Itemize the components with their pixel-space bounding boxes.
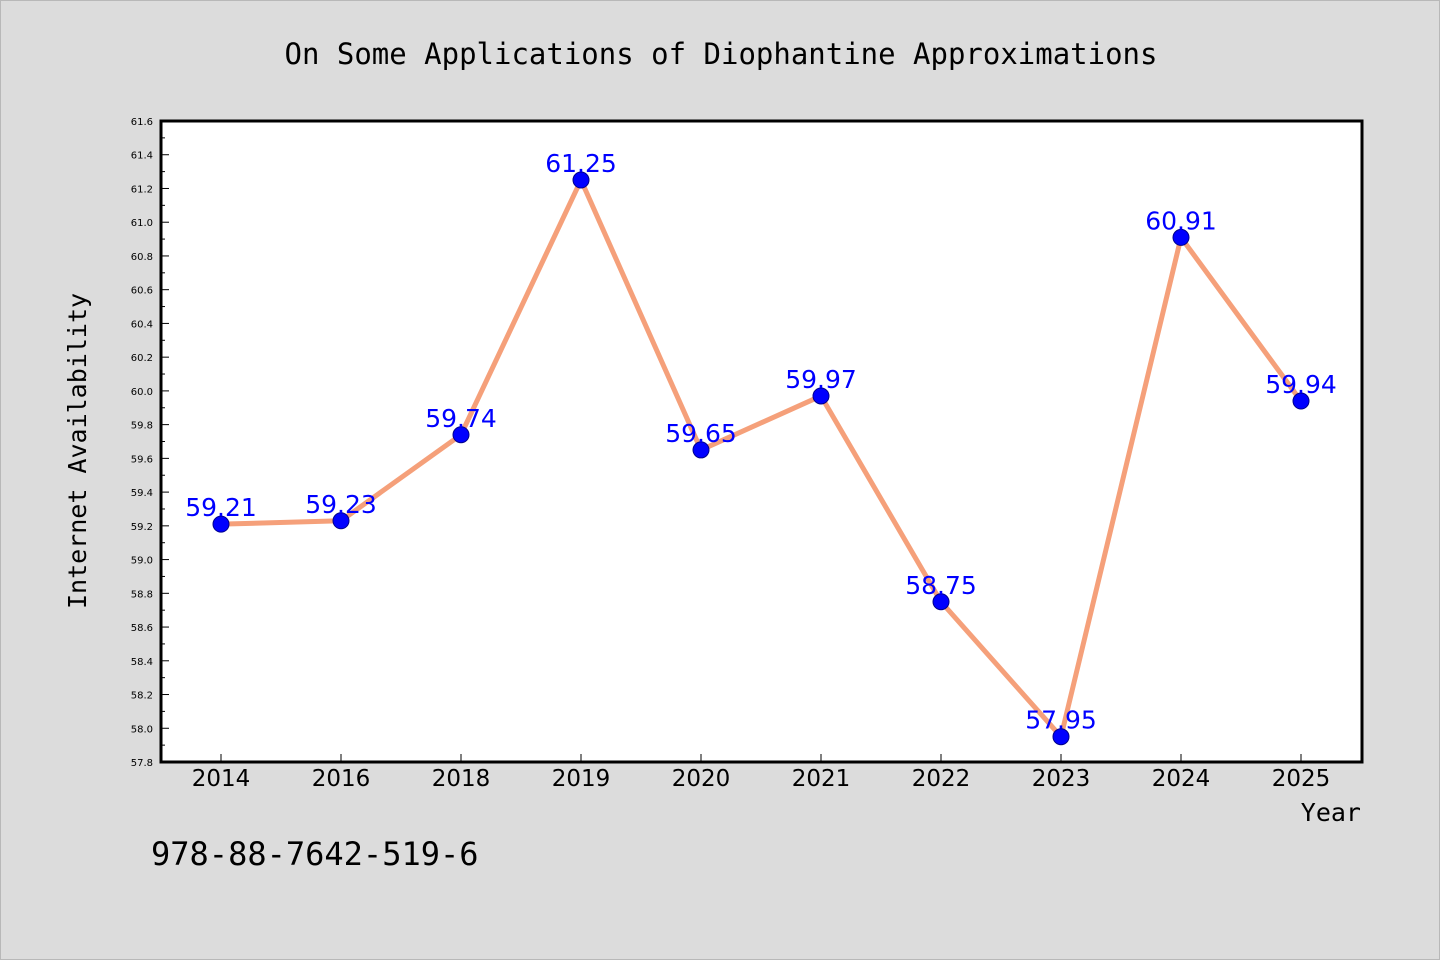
- x-tick-label: 2023: [1032, 766, 1091, 792]
- data-point: [572, 171, 590, 189]
- y-tick-label: 59.4: [131, 488, 153, 499]
- y-tick-label: 61.2: [131, 184, 153, 195]
- x-tick-label: 2018: [432, 766, 491, 792]
- data-label: 59.65: [665, 419, 737, 448]
- x-axis-ticks: 2014 2016 2018 2019 2020 2021 2022 2023 2024 2025: [192, 754, 1331, 792]
- data-label: 57.95: [1025, 706, 1097, 735]
- y-tick-label: 61.0: [131, 218, 153, 229]
- x-tick-label: 2019: [552, 766, 611, 792]
- y-tick-label: 60.2: [131, 353, 153, 364]
- data-label: 59.97: [785, 365, 857, 394]
- data-point: [212, 515, 230, 533]
- plot-frame: [159, 119, 1364, 764]
- y-tick-label: 59.6: [131, 454, 153, 465]
- x-axis-label: Year: [1301, 798, 1361, 827]
- plot-area: [161, 121, 1362, 762]
- data-point: [692, 441, 710, 459]
- y-tick-label: 59.0: [131, 556, 153, 567]
- y-tick-label: 60.4: [131, 319, 153, 330]
- x-tick-label: 2022: [912, 766, 971, 792]
- data-point: [332, 512, 350, 530]
- y-tick-label: 59.8: [131, 421, 153, 432]
- x-tick-label: 2020: [672, 766, 731, 792]
- chart-title: On Some Applications of Diophantine Appr…: [285, 37, 1158, 71]
- y-tick-label: 57.8: [131, 758, 153, 769]
- data-label: 58.75: [905, 571, 977, 600]
- series-layer: 59.21 59.23 59.74 61.25 59.65 59.97 58.75 57.95…: [185, 149, 1337, 746]
- y-tick-label: 61.6: [131, 117, 153, 128]
- data-label: 59.74: [425, 404, 497, 433]
- x-tick-label: 2025: [1272, 766, 1331, 792]
- y-tick-label: 59.2: [131, 522, 153, 533]
- y-tick-label: 58.4: [131, 657, 153, 668]
- x-tick-label: 2021: [792, 766, 851, 792]
- y-tick-label: 60.6: [131, 286, 153, 297]
- data-point: [1052, 728, 1070, 746]
- data-point: [932, 593, 950, 611]
- y-tick-label: 61.4: [131, 151, 153, 162]
- y-tick-label: 58.6: [131, 623, 153, 634]
- series-line: [218, 177, 1304, 740]
- y-tick-label: 58.8: [131, 589, 153, 600]
- data-label: 59.94: [1265, 370, 1337, 399]
- y-axis-label: Internet Availability: [63, 293, 92, 609]
- data-point: [1292, 392, 1310, 410]
- data-label: 60.91: [1145, 206, 1217, 235]
- x-tick-label: 2016: [312, 766, 371, 792]
- data-label: 61.25: [545, 149, 617, 178]
- y-tick-label: 58.0: [131, 724, 153, 735]
- data-label: 59.21: [185, 493, 257, 522]
- y-tick-label: 60.8: [131, 252, 153, 263]
- data-point: [812, 387, 830, 405]
- y-tick-label: 58.2: [131, 691, 153, 702]
- data-point: [1172, 228, 1190, 246]
- x-tick-label: 2014: [192, 766, 251, 792]
- isbn-text: 978-88-7642-519-6: [151, 835, 479, 873]
- x-tick-label: 2024: [1152, 766, 1211, 792]
- y-tick-label: 60.0: [131, 387, 153, 398]
- data-label: 59.23: [305, 490, 377, 519]
- data-point: [452, 426, 470, 444]
